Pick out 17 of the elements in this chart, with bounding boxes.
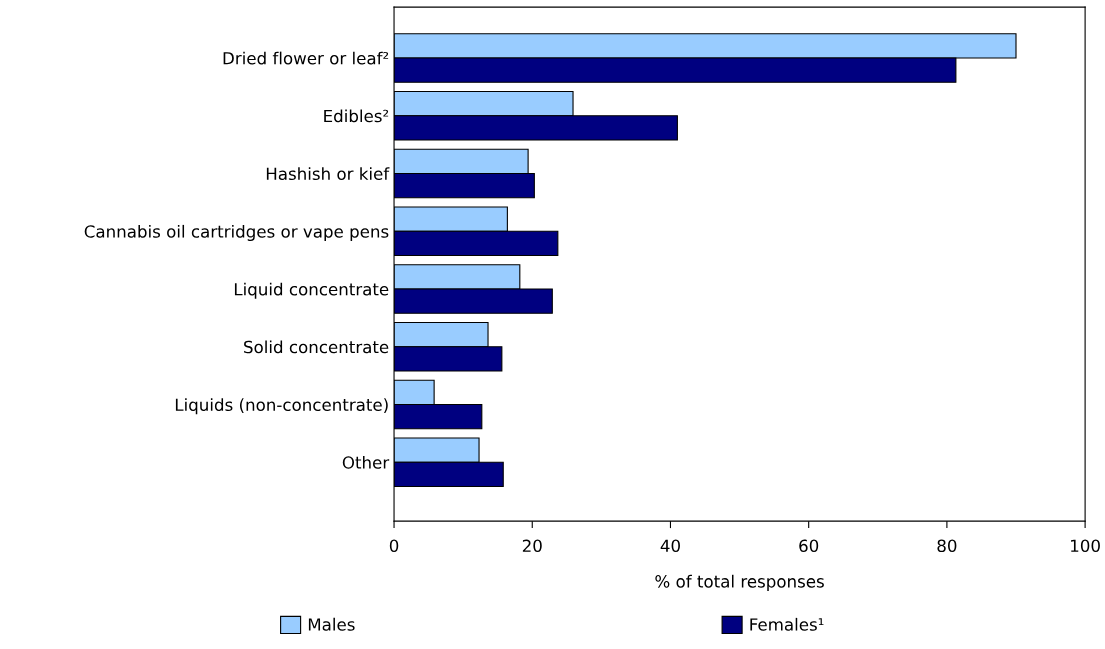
x-tick-label: 0 — [389, 539, 399, 553]
y-tick-label: Hashish or kief — [266, 167, 390, 181]
x-tick-label: 80 — [937, 539, 957, 553]
x-tick-label: 20 — [522, 539, 542, 553]
x-tick-label: 100 — [1071, 539, 1100, 553]
legend-label: Females¹ — [750, 617, 824, 631]
x-tick-label: 60 — [799, 539, 819, 553]
y-tick-label: Edibles² — [324, 109, 389, 123]
x-axis-title: % of total responses — [655, 574, 824, 591]
y-tick-label: Liquids (non-concentrate) — [175, 398, 388, 415]
x-tick-label: 40 — [660, 539, 680, 553]
legend-label: Males — [308, 617, 355, 631]
y-tick-label: Dried flower or leaf² — [223, 51, 389, 65]
y-tick-label: Solid concentrate — [244, 340, 389, 354]
y-tick-label: Cannabis oil cartridges or vape pens — [84, 224, 389, 242]
y-tick-label: Other — [342, 455, 390, 469]
y-tick-label: Liquid concentrate — [234, 282, 389, 299]
